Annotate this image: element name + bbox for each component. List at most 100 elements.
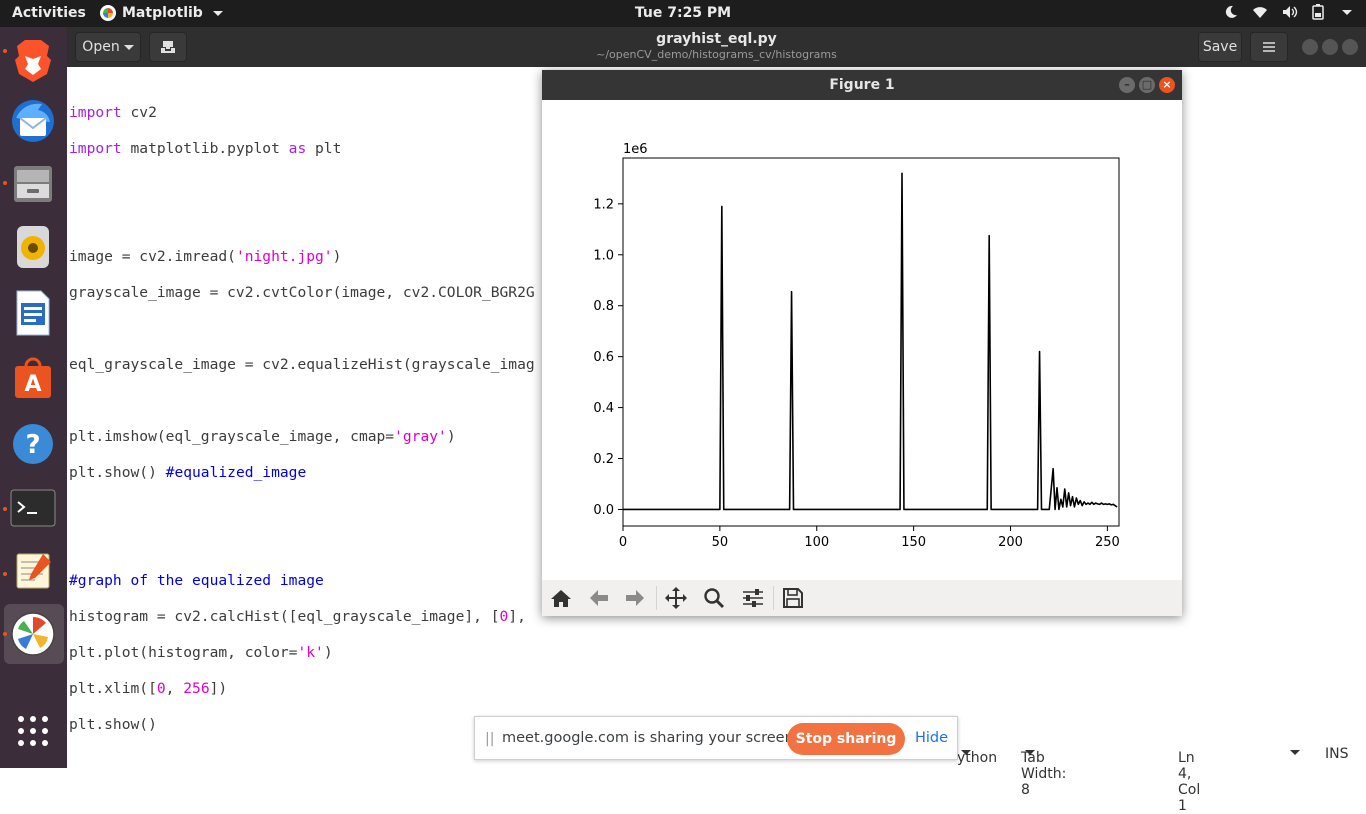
code-line: grayscale_image = cv2.cvtColor(image, cv… [69,284,535,301]
code-line: histogram = cv2.calcHist([eql_grayscale_… [69,608,526,625]
x-tick-label: 250 [1095,535,1120,550]
code-line [69,176,535,194]
software-center-icon[interactable]: A [9,354,57,402]
new-tab-button[interactable] [149,32,187,62]
maximize-icon[interactable]: □ [1139,77,1155,93]
code-line: plt.plot(histogram, color='k') [69,644,333,661]
code-line: plt.show() [69,716,157,733]
drag-handle-icon[interactable]: || [485,731,495,747]
zoom-icon [704,588,725,609]
figure-titlebar[interactable]: Figure 1 – □ × [542,70,1182,100]
code-editor[interactable]: import cv2 import matplotlib.pyplot as p… [69,86,535,752]
code-line [69,320,535,338]
system-menu-chevron-icon [1342,9,1352,15]
forward-button[interactable] [620,584,650,612]
battery-icon [1312,4,1324,20]
code-line: plt.imshow(eql_grayscale_image, cmap='gr… [69,428,456,445]
minimize-window-icon[interactable] [1302,39,1318,55]
y-tick-label: 0.6 [593,350,614,365]
code-line: eql_grayscale_image = cv2.equalizeHist(g… [69,356,535,373]
chevron-down-icon [212,10,223,16]
back-arrow-icon [590,590,608,606]
document-path: ~/openCV_demo/histograms_cv/histograms [596,48,837,61]
running-indicator [3,181,7,185]
hamburger-menu-icon [1263,42,1275,52]
forward-arrow-icon [626,590,644,606]
figure-window: Figure 1 – □ × 1e6 0 50 100 150 200 250 0.0 0.2… [542,70,1182,616]
insert-mode: INS [1325,746,1349,762]
top-bar: Activities Matplotlib Tue 7:25 PM [0,0,1366,27]
close-icon[interactable]: × [1159,77,1175,93]
code-line: import matplotlib.pyplot as plt [69,140,342,157]
matplotlib-icon [100,5,116,21]
share-message: meet.google.com is sharing your screen. [502,730,799,746]
rhythmbox-icon[interactable] [9,223,57,271]
editor-headerbar: Open grayhist_eql.py ~/openCV_demo/histo… [67,27,1366,67]
home-icon [551,590,571,607]
chevron-down-icon [1025,750,1035,755]
code-line: plt.show() #equalized_image [69,464,307,481]
terminal-icon[interactable] [9,484,57,532]
text-editor-icon[interactable] [9,546,57,594]
configure-subplots-icon [743,589,763,607]
screen-share-bar: || meet.google.com is sharing your scree… [474,716,958,760]
help-icon[interactable]: ? [9,420,57,468]
brave-browser-icon[interactable] [9,37,57,85]
stop-sharing-button[interactable]: Stop sharing [787,723,905,755]
x-tick-label: 50 [712,535,729,550]
x-tick-label: 150 [901,535,926,550]
code-line [69,392,535,410]
y-tick-label: 1.2 [593,197,614,212]
histogram-chart[interactable]: 1e6 0 50 100 150 200 250 0.0 0.2 0.4 0.6 0.8 1.0 1.2 [542,100,1182,580]
y-tick-label: 0.2 [593,452,614,467]
libreoffice-writer-icon[interactable] [9,289,57,337]
close-window-icon[interactable] [1342,39,1358,55]
save-icon [783,588,803,608]
wifi-icon [1253,7,1267,18]
back-button[interactable] [584,584,614,612]
home-button[interactable] [546,584,576,612]
code-line [69,536,535,554]
pan-icon [665,587,687,609]
code-line: image = cv2.imread('night.jpg') [69,248,342,265]
dock: A ? [0,27,67,768]
code-line: import cv2 [69,104,157,121]
x-tick-label: 100 [804,535,829,550]
matplotlib-app-icon[interactable] [9,610,57,658]
thunderbird-icon[interactable] [9,97,57,145]
code-line [69,212,535,230]
chevron-down-icon [123,44,134,50]
system-tray[interactable] [1224,4,1352,20]
y-offset-label: 1e6 [623,142,648,157]
save-button-label: Save [1202,39,1238,55]
svg-text:A: A [24,372,41,397]
volume-icon [1283,6,1298,18]
histogram-line [623,172,1118,511]
hide-button[interactable]: Hide [915,730,949,746]
document-title: grayhist_eql.py [656,31,777,47]
activities-button[interactable]: Activities [12,5,86,21]
files-icon[interactable] [9,160,57,208]
maximize-window-icon[interactable] [1322,39,1338,55]
pan-button[interactable] [661,584,691,612]
figure-toolbar [542,580,1182,616]
app-menu[interactable]: Matplotlib [100,5,223,21]
hamburger-menu-button[interactable] [1250,32,1288,62]
y-tick-label: 0.0 [593,503,614,518]
figure-title: Figure 1 [829,77,895,93]
toolbar-separator [773,586,774,610]
save-figure-button[interactable] [778,584,808,612]
svg-text:?: ? [25,430,40,460]
axes-frame [622,157,1120,527]
night-light-icon [1225,5,1237,18]
running-indicator [3,572,7,576]
zoom-button[interactable] [699,584,729,612]
configure-subplots-button[interactable] [738,584,768,612]
show-applications-icon[interactable] [9,707,57,755]
toolbar-separator [656,586,657,610]
code-line: #graph of the equalized image [69,572,324,589]
open-button-label: Open [82,39,120,55]
save-button[interactable]: Save [1198,32,1242,62]
minimize-icon[interactable]: – [1119,77,1135,93]
open-button[interactable]: Open [75,32,141,62]
